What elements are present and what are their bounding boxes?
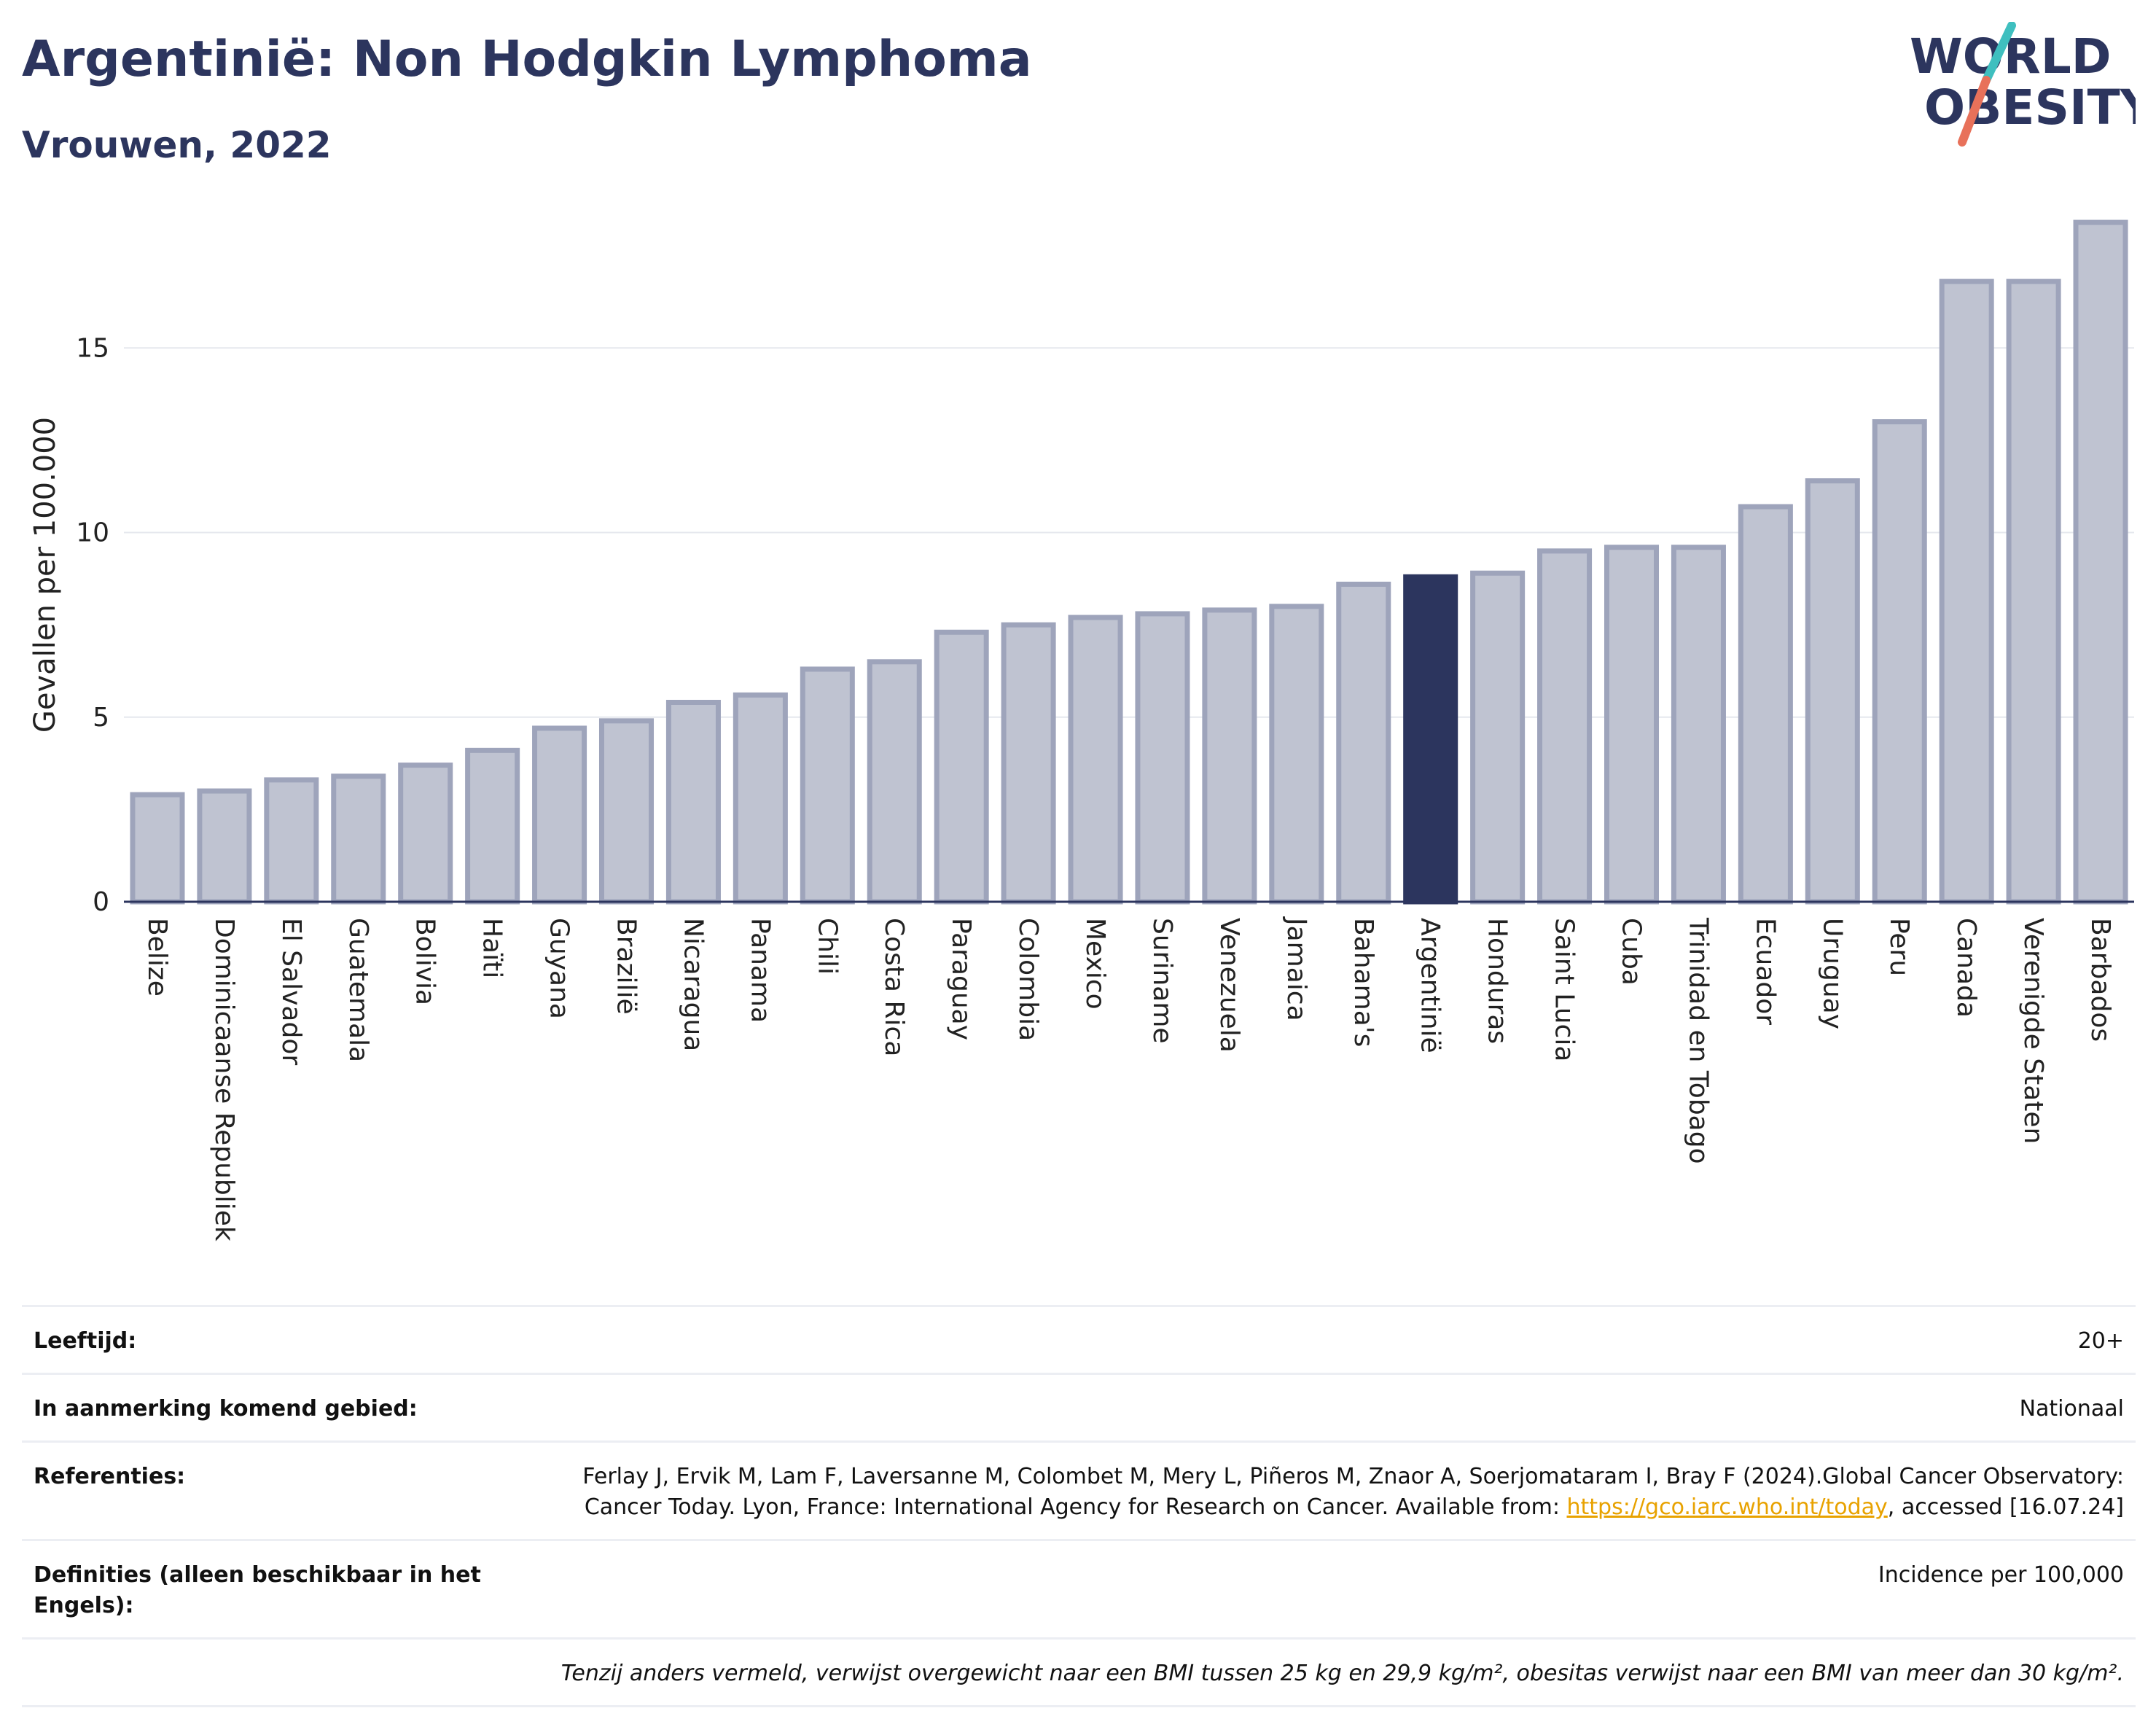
- bar-19[interactable]: [1403, 574, 1458, 905]
- reference-accessed: , accessed [16.07.24]: [1887, 1494, 2124, 1520]
- x-tick-label: Jamaica: [1281, 916, 1311, 1021]
- x-tick-label: Cuba: [1617, 918, 1647, 986]
- bar-9[interactable]: [733, 692, 788, 905]
- bar-25[interactable]: [1805, 478, 1860, 905]
- bar-3[interactable]: [331, 773, 386, 905]
- x-tick-label: Ecuador: [1750, 918, 1780, 1025]
- info-row-area: In aanmerking komend gebied: Nationaal: [22, 1373, 2136, 1440]
- logo-line-2: OBESITY: [1924, 79, 2136, 136]
- x-tick-label: Saint Lucia: [1550, 918, 1579, 1061]
- x-tick-label: Canada: [1951, 918, 1981, 1018]
- x-tick-label: Guatemala: [343, 918, 373, 1062]
- info-label-age: Leeftijd:: [34, 1328, 137, 1354]
- info-row-note: Tenzij anders vermeld, verwijst overgewi…: [22, 1637, 2136, 1707]
- info-label-references: Referenties:: [34, 1464, 186, 1489]
- x-tick-label: Bolivia: [410, 918, 440, 1005]
- y-axis-label: Gevallen per 100.000: [28, 417, 62, 733]
- logo-slash-top-icon: [1982, 22, 2016, 85]
- x-tick-label: Uruguay: [1817, 918, 1847, 1029]
- bar-29[interactable]: [2073, 219, 2128, 905]
- x-tick-label: Guyana: [544, 918, 574, 1019]
- bar-24[interactable]: [1738, 504, 1793, 905]
- x-tick-label: Dominicaanse Republiek: [209, 918, 239, 1241]
- y-tick-labels: 0 5 10 15: [76, 333, 109, 917]
- x-tick-label: Belize: [142, 918, 172, 997]
- x-tick-label: Trinidad en Tobago: [1683, 917, 1713, 1164]
- bar-6[interactable]: [532, 725, 587, 905]
- bar-15[interactable]: [1135, 611, 1190, 905]
- info-value-references: Ferlay J, Ervik M, Lam F, Laversanne M, …: [500, 1462, 2124, 1523]
- info-table: Leeftijd: 20+ In aanmerking komend gebie…: [22, 1305, 2136, 1707]
- x-tick-label: Haïti: [477, 918, 507, 978]
- bar-5[interactable]: [465, 747, 520, 905]
- bar-13[interactable]: [1001, 622, 1056, 905]
- x-tick-label: Colombia: [1013, 918, 1043, 1041]
- info-value-age: 20+: [2077, 1328, 2124, 1354]
- y-tick-label: 0: [93, 887, 109, 917]
- bar-8[interactable]: [665, 699, 721, 905]
- bar-11[interactable]: [867, 659, 922, 905]
- x-tick-label: Barbados: [2085, 918, 2115, 1042]
- bar-7[interactable]: [598, 718, 655, 905]
- x-tick-label: Bahama's: [1348, 918, 1378, 1047]
- y-tick-label: 5: [93, 703, 109, 733]
- bar-chart: 0 5 10 15 Belize Dominicaanse Republiek El Sa…: [28, 219, 2134, 1241]
- y-tick-label: 10: [76, 518, 109, 548]
- bar-23[interactable]: [1671, 545, 1726, 905]
- info-row-references: Referenties: Ferlay J, Ervik M, Lam F, L…: [22, 1440, 2136, 1539]
- info-row-definitions: Definities (alleen beschikbaar in het En…: [22, 1539, 2136, 1637]
- x-tick-label: Suriname: [1147, 918, 1177, 1044]
- bar-0[interactable]: [130, 792, 185, 905]
- bar-17[interactable]: [1269, 604, 1324, 905]
- info-value-definitions: Incidence per 100,000: [1878, 1562, 2124, 1588]
- x-tick-label: Honduras: [1483, 918, 1512, 1044]
- page-title: Argentinië: Non Hodgkin Lymphoma: [22, 31, 1032, 88]
- x-tick-label: Costa Rica: [879, 918, 909, 1056]
- x-tick-label: Nicaragua: [678, 918, 708, 1051]
- world-obesity-logo: WORLD OBESITY: [1910, 22, 2136, 147]
- bar-18[interactable]: [1336, 581, 1391, 905]
- x-tick-label: Venezuela: [1214, 918, 1244, 1053]
- bar-2[interactable]: [264, 777, 319, 905]
- bar-28[interactable]: [2006, 278, 2061, 905]
- x-tick-label: Brazilië: [612, 918, 641, 1015]
- bar-21[interactable]: [1537, 548, 1593, 905]
- bar-20[interactable]: [1470, 570, 1526, 905]
- x-tick-label: Mexico: [1080, 918, 1110, 1010]
- bar-10[interactable]: [800, 666, 855, 905]
- bars: [130, 219, 2128, 905]
- info-label-area: In aanmerking komend gebied:: [34, 1396, 418, 1422]
- page-subtitle: Vrouwen, 2022: [22, 124, 332, 166]
- x-tick-label: Verenigde Staten: [2018, 918, 2048, 1144]
- x-tick-label: Chili: [812, 918, 842, 975]
- logo-slash-bottom-icon: [1958, 76, 1991, 147]
- info-label-definitions: Definities (alleen beschikbaar in het En…: [34, 1562, 481, 1618]
- x-tick-label: El Salvador: [276, 918, 306, 1065]
- x-tick-label: Argentinië: [1415, 918, 1445, 1053]
- bar-26[interactable]: [1872, 419, 1927, 905]
- bar-1[interactable]: [197, 788, 252, 905]
- info-row-age: Leeftijd: 20+: [22, 1305, 2136, 1373]
- y-tick-label: 15: [76, 333, 109, 363]
- x-tick-labels: Belize Dominicaanse Republiek El Salvador G…: [142, 916, 2115, 1241]
- info-value-area: Nationaal: [2019, 1396, 2124, 1422]
- bar-22[interactable]: [1604, 545, 1660, 905]
- grid-lines: [124, 347, 2134, 718]
- bmi-note: Tenzij anders vermeld, verwijst overgewi…: [561, 1661, 2124, 1686]
- bar-27[interactable]: [1939, 278, 1994, 905]
- bar-14[interactable]: [1068, 615, 1123, 905]
- x-tick-label: Peru: [1884, 918, 1914, 976]
- x-tick-label: Panama: [745, 918, 775, 1023]
- bar-16[interactable]: [1202, 607, 1257, 905]
- bar-4[interactable]: [398, 763, 453, 905]
- reference-link[interactable]: https://gco.iarc.who.int/today: [1566, 1494, 1888, 1520]
- reference-text: Ferlay J, Ervik M, Lam F, Laversanne M, …: [582, 1464, 2124, 1520]
- x-tick-label: Paraguay: [946, 918, 976, 1040]
- bar-12[interactable]: [934, 629, 989, 905]
